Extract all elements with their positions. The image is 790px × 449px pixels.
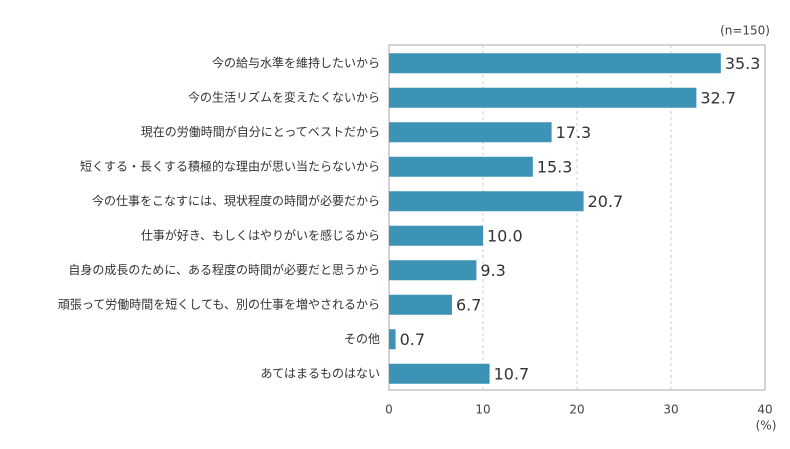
x-tick-label: 30 — [663, 403, 678, 417]
category-label: 現在の労働時間が自分にとってベストだから — [141, 124, 380, 139]
category-label: 短くする・長くする積極的な理由が思い当たらないから — [80, 158, 380, 173]
category-label: 今の生活リズムを変えたくないから — [188, 89, 380, 104]
value-label: 10.0 — [487, 226, 523, 245]
x-tick-label: 20 — [569, 403, 584, 417]
bar — [389, 260, 477, 281]
bar — [389, 122, 552, 143]
bar — [389, 191, 584, 212]
value-label: 9.3 — [480, 261, 505, 280]
bar — [389, 225, 483, 246]
bar — [389, 87, 697, 108]
value-label: 6.7 — [456, 295, 481, 314]
value-label: 32.7 — [700, 88, 736, 107]
category-label: 自身の成長のために、ある程度の時間が必要だと思うから — [68, 262, 380, 277]
x-tick-label: 10 — [475, 403, 490, 417]
bar — [389, 329, 396, 350]
value-label: 35.3 — [725, 54, 761, 73]
category-label: その他 — [344, 332, 380, 346]
bar — [389, 363, 490, 384]
value-label: 0.7 — [400, 330, 425, 349]
category-label: あてはまるものはない — [260, 366, 380, 380]
value-label: 15.3 — [537, 157, 573, 176]
bar — [389, 294, 452, 315]
bar — [389, 53, 721, 74]
x-axis-label: (%) — [756, 419, 777, 433]
plot-frame — [388, 44, 766, 391]
category-label: 頑張って労働時間を短くしても、別の仕事を増やされるから — [58, 297, 380, 311]
x-tick-label: 0 — [385, 403, 393, 417]
bar — [389, 156, 533, 177]
value-label: 20.7 — [588, 192, 624, 211]
value-label: 10.7 — [494, 364, 530, 383]
sample-note: (n=150) — [720, 24, 770, 38]
value-label: 17.3 — [556, 123, 592, 142]
category-label: 今の仕事をこなすには、現状程度の時間が必要だから — [92, 193, 380, 208]
x-tick-label: 40 — [757, 403, 772, 417]
category-label: 仕事が好き、もしくはやりがいを感じるから — [141, 227, 380, 242]
category-label: 今の給与水準を維持したいから — [212, 55, 380, 70]
